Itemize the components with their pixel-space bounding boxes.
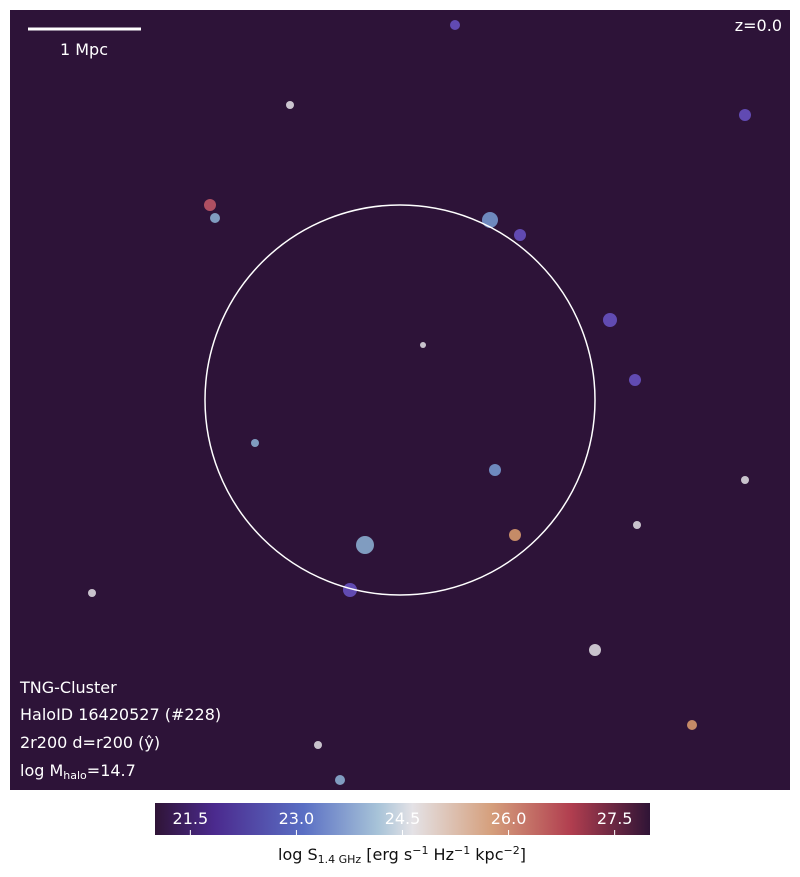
colorbar-tick-label: 23.0 <box>279 809 315 828</box>
text: log S <box>278 845 318 864</box>
text: ] <box>520 845 526 864</box>
emission-blobs <box>88 20 751 785</box>
colorbar-tick-label: 26.0 <box>491 809 527 828</box>
info-line: HaloID 16420527 (#228) <box>20 705 221 724</box>
text: halo <box>63 769 87 782</box>
info-line: log Mhalo=14.7 <box>20 761 136 782</box>
info-line: 2r200 d=r200 (ŷ) <box>20 733 160 752</box>
text: kpc <box>470 845 503 864</box>
map <box>10 10 790 790</box>
text: log M <box>20 761 63 780</box>
colorbar-tick-label: 21.5 <box>173 809 209 828</box>
colorbar-tick-label: 24.5 <box>385 809 421 828</box>
text: −1 <box>454 844 470 857</box>
colorbar-tick-label: 27.5 <box>597 809 633 828</box>
text: [erg s <box>361 845 412 864</box>
text: =14.7 <box>87 761 136 780</box>
text: −1 <box>412 844 428 857</box>
r200-circle <box>204 204 596 596</box>
text: 1.4 GHz <box>318 853 362 866</box>
scale-bar-label: 1 Mpc <box>60 40 108 59</box>
colorbar-label: log S1.4 GHz [erg s−1 Hz−1 kpc−2] <box>278 844 526 866</box>
text: Hz <box>428 845 454 864</box>
text: −2 <box>504 844 520 857</box>
redshift: z=0.0 <box>735 16 782 35</box>
info-line: TNG-Cluster <box>19 678 117 697</box>
colorbar <box>155 803 650 835</box>
